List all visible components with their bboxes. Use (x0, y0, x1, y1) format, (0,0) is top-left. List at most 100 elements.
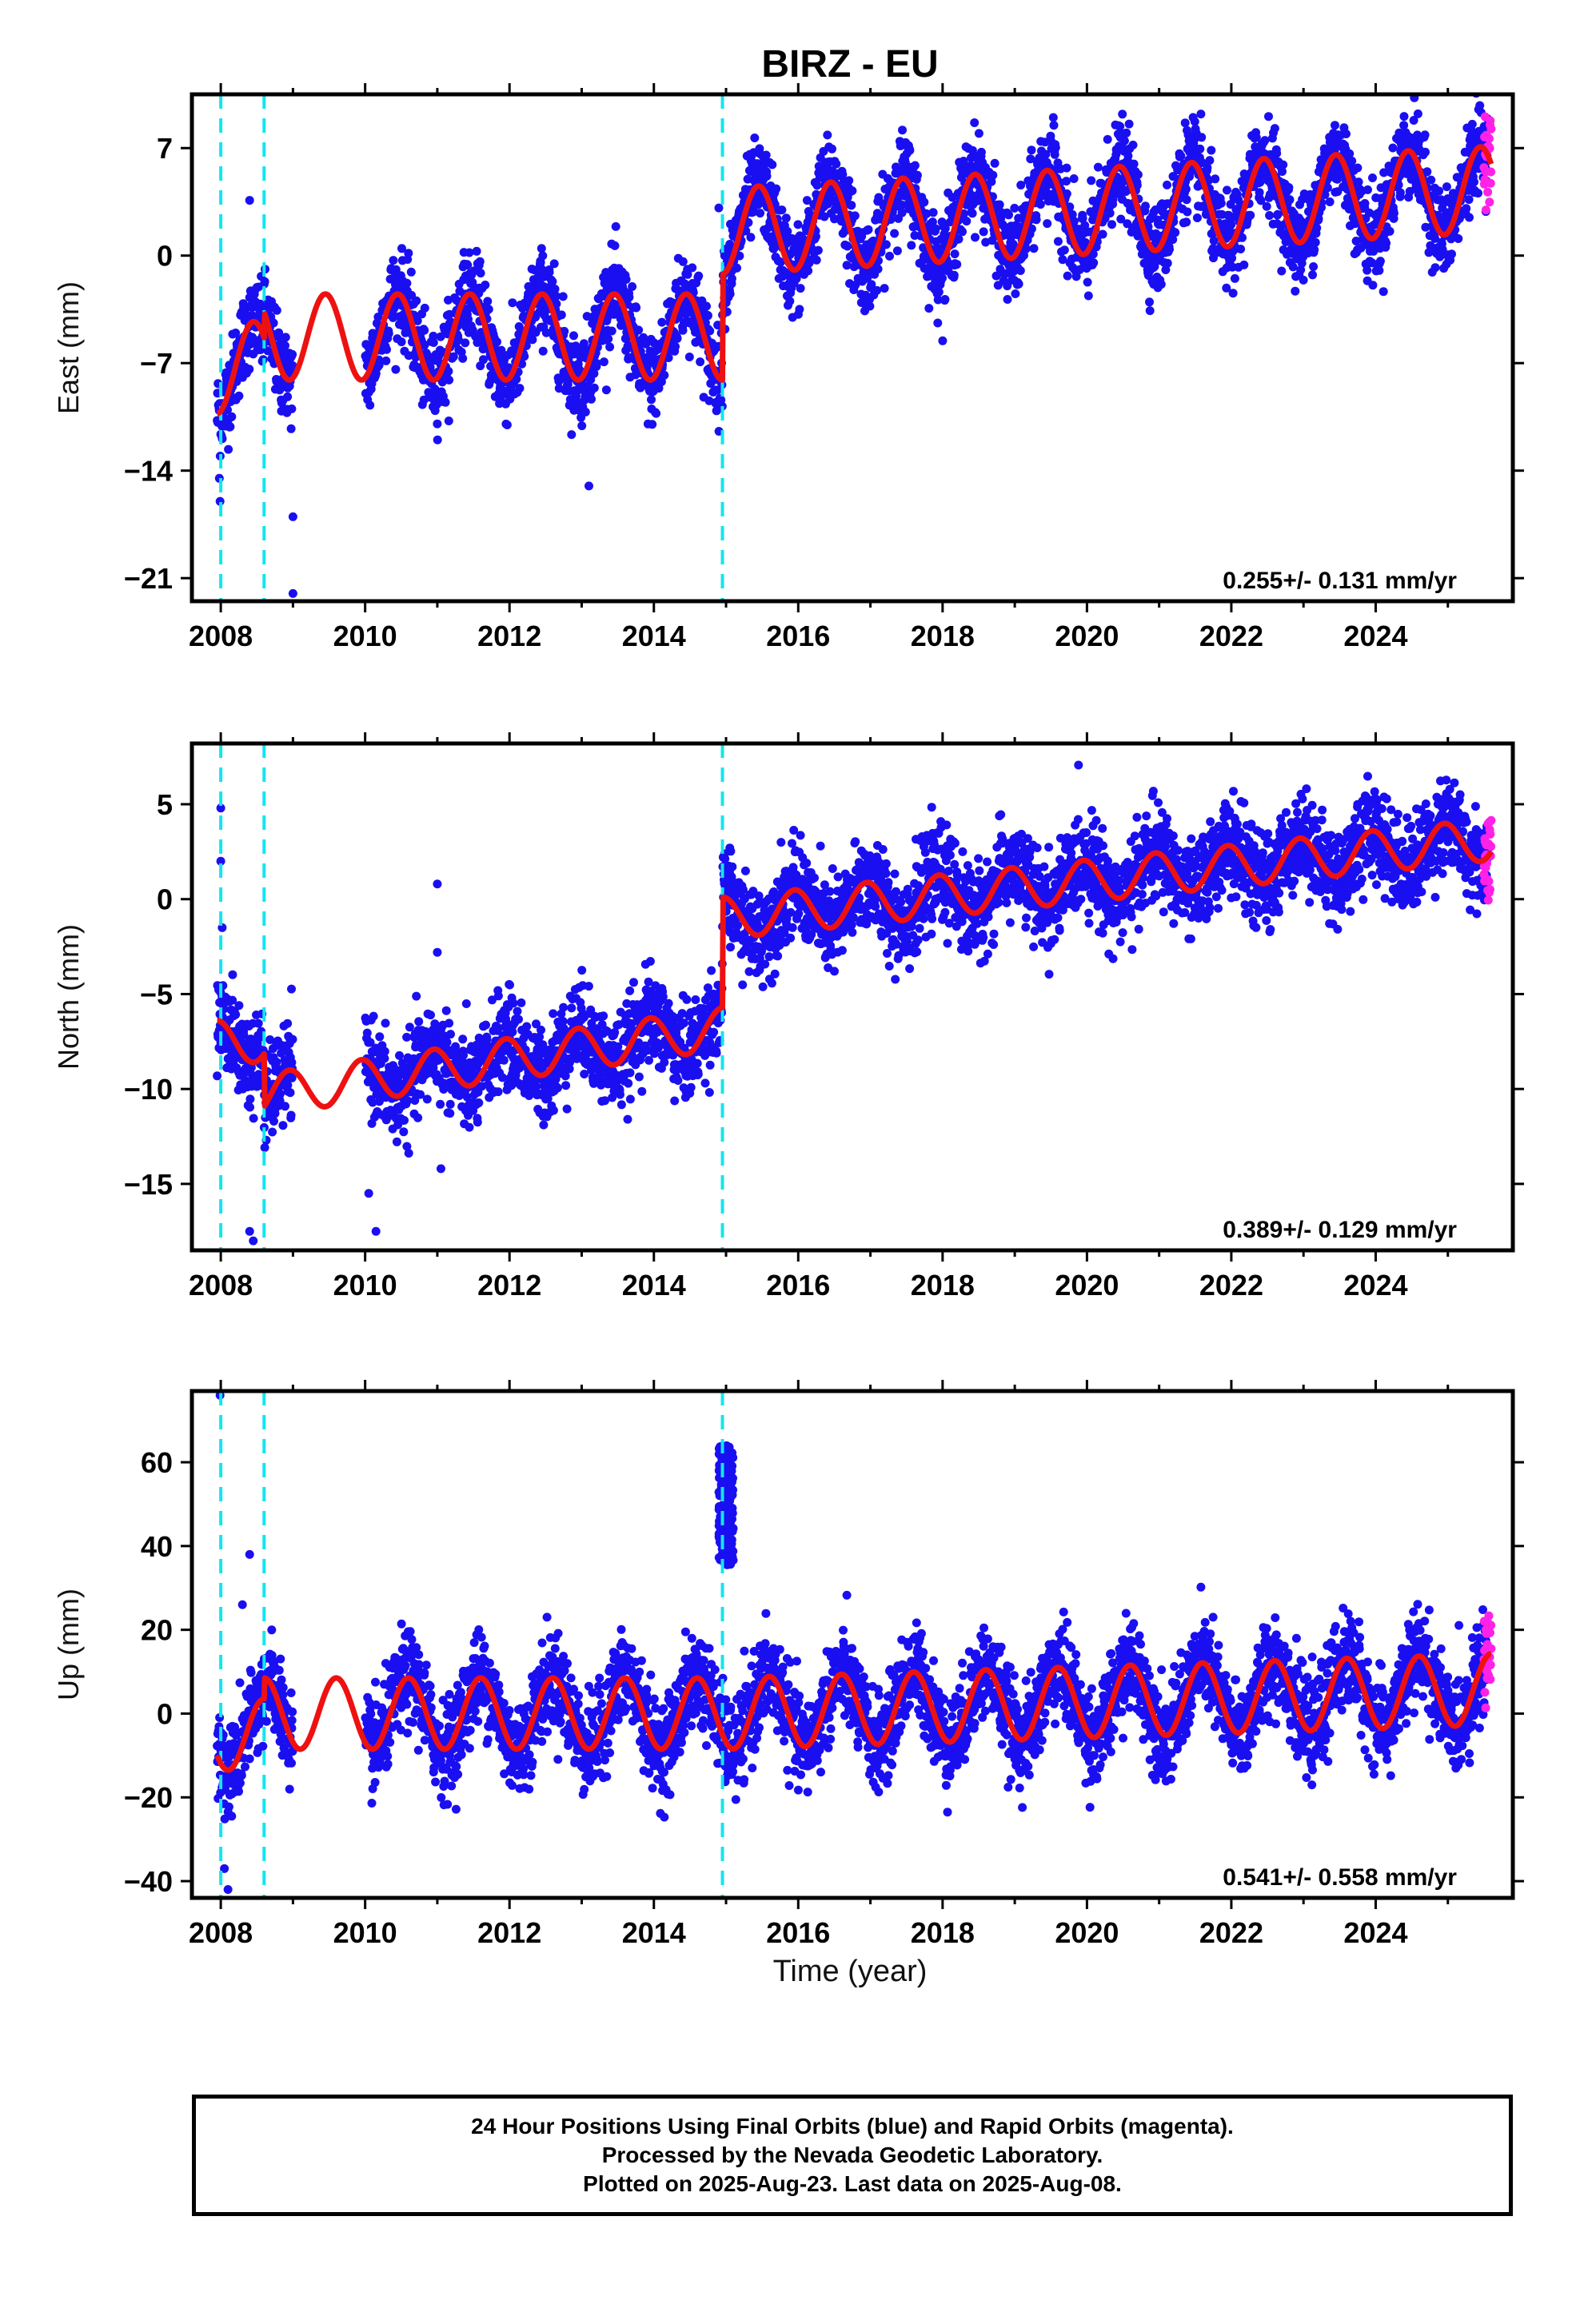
final-orbit-point (1434, 186, 1443, 195)
final-orbit-point (1361, 199, 1370, 208)
final-orbit-point (1239, 261, 1248, 269)
final-orbit-point (587, 395, 596, 404)
final-orbit-point (405, 1149, 413, 1158)
final-orbit-point (611, 241, 620, 250)
final-orbit-point (287, 405, 296, 413)
final-orbit-point (1271, 124, 1279, 133)
final-orbit-point (746, 233, 755, 241)
final-orbit-point (559, 1003, 568, 1012)
final-orbit-point (505, 981, 514, 990)
rapid-orbit-point (1482, 205, 1490, 214)
final-orbit-point (363, 1029, 372, 1038)
final-orbit-point (228, 971, 237, 979)
final-orbit-point (1049, 114, 1058, 122)
final-orbit-point (1163, 181, 1171, 189)
final-orbit-point (446, 1030, 455, 1038)
final-orbit-point (286, 1088, 295, 1097)
final-orbit-point (1196, 110, 1205, 118)
final-orbit-point (777, 205, 786, 214)
final-orbit-point (559, 292, 568, 301)
final-orbit-point (522, 1022, 531, 1031)
final-orbit-point (1011, 289, 1019, 298)
final-orbit-point (567, 430, 576, 439)
final-orbit-point (245, 1094, 254, 1103)
final-orbit-point (1030, 244, 1039, 253)
final-orbit-point (288, 350, 297, 359)
final-orbit-point (561, 1081, 570, 1090)
final-orbit-point (1310, 245, 1319, 254)
final-orbit-point (1036, 200, 1045, 209)
final-orbit-point (1223, 185, 1231, 194)
final-orbit-point (1264, 112, 1273, 121)
final-orbit-point (1229, 289, 1238, 297)
final-orbit-point (381, 357, 390, 365)
final-orbit-point (1003, 295, 1012, 304)
final-orbit-point (843, 261, 852, 269)
final-orbit-point (382, 345, 391, 354)
final-orbit-point (848, 186, 856, 195)
final-orbit-point (402, 279, 411, 288)
final-orbit-point (281, 333, 290, 341)
final-orbit-point (539, 1121, 548, 1130)
y-tick-label: −7 (140, 347, 173, 380)
final-orbit-point (812, 181, 821, 189)
final-orbit-point (924, 304, 933, 313)
final-orbit-point (1134, 170, 1143, 179)
x-tick-label: 2014 (622, 620, 686, 652)
final-orbit-point (648, 420, 656, 429)
final-orbit-point (458, 354, 467, 363)
final-orbit-point (1083, 278, 1092, 287)
final-orbit-point (1015, 280, 1023, 289)
final-orbit-point (1454, 234, 1462, 243)
final-orbit-point (1246, 211, 1255, 220)
final-orbit-point (1368, 281, 1377, 289)
final-orbit-point (385, 329, 393, 338)
final-orbit-point (473, 1118, 482, 1126)
final-orbit-point (1299, 276, 1308, 285)
final-orbit-point (932, 225, 940, 233)
x-tick-label: 2008 (189, 620, 253, 652)
final-orbit-point (1146, 306, 1155, 315)
final-orbit-point (1289, 262, 1298, 271)
final-orbit-point (1426, 176, 1435, 185)
final-orbit-point (283, 1019, 292, 1028)
final-orbit-point (1163, 259, 1172, 268)
final-orbit-point (1193, 213, 1202, 222)
final-orbit-points (213, 89, 1492, 598)
final-orbit-point (750, 134, 759, 142)
final-orbit-point (225, 422, 234, 431)
rapid-orbit-point (1485, 197, 1494, 206)
final-orbit-point (278, 1121, 287, 1130)
final-orbit-point (1165, 245, 1174, 253)
final-orbit-point (245, 365, 253, 373)
final-orbit-point (269, 1117, 278, 1126)
final-orbit-point (679, 326, 688, 335)
final-orbit-point (399, 1127, 408, 1136)
final-orbit-point (445, 1018, 453, 1027)
final-orbit-point (413, 1114, 422, 1122)
final-orbit-point (1414, 110, 1422, 118)
final-orbit-point (1353, 164, 1362, 173)
final-orbit-point (281, 1102, 289, 1110)
final-orbit-point (1284, 183, 1293, 192)
final-orbit-point (933, 319, 942, 328)
final-orbit-point (1291, 287, 1299, 296)
final-orbit-point (481, 281, 489, 289)
final-orbit-point (768, 161, 776, 169)
final-orbit-point (1421, 148, 1430, 157)
final-orbit-point (1236, 245, 1245, 253)
final-orbit-point (420, 326, 429, 335)
rapid-orbit-point (1485, 134, 1494, 143)
final-orbit-point (1286, 195, 1295, 204)
final-orbit-point (688, 263, 696, 272)
final-orbit-point (1087, 176, 1095, 185)
final-orbit-point (441, 398, 450, 407)
final-orbit-point (1089, 258, 1098, 267)
final-orbit-point (1207, 146, 1215, 155)
final-orbit-point (592, 359, 601, 368)
final-orbit-point (538, 251, 547, 260)
final-orbit-point (577, 421, 586, 430)
final-orbit-point (249, 1114, 258, 1122)
final-orbit-point (462, 999, 471, 1008)
